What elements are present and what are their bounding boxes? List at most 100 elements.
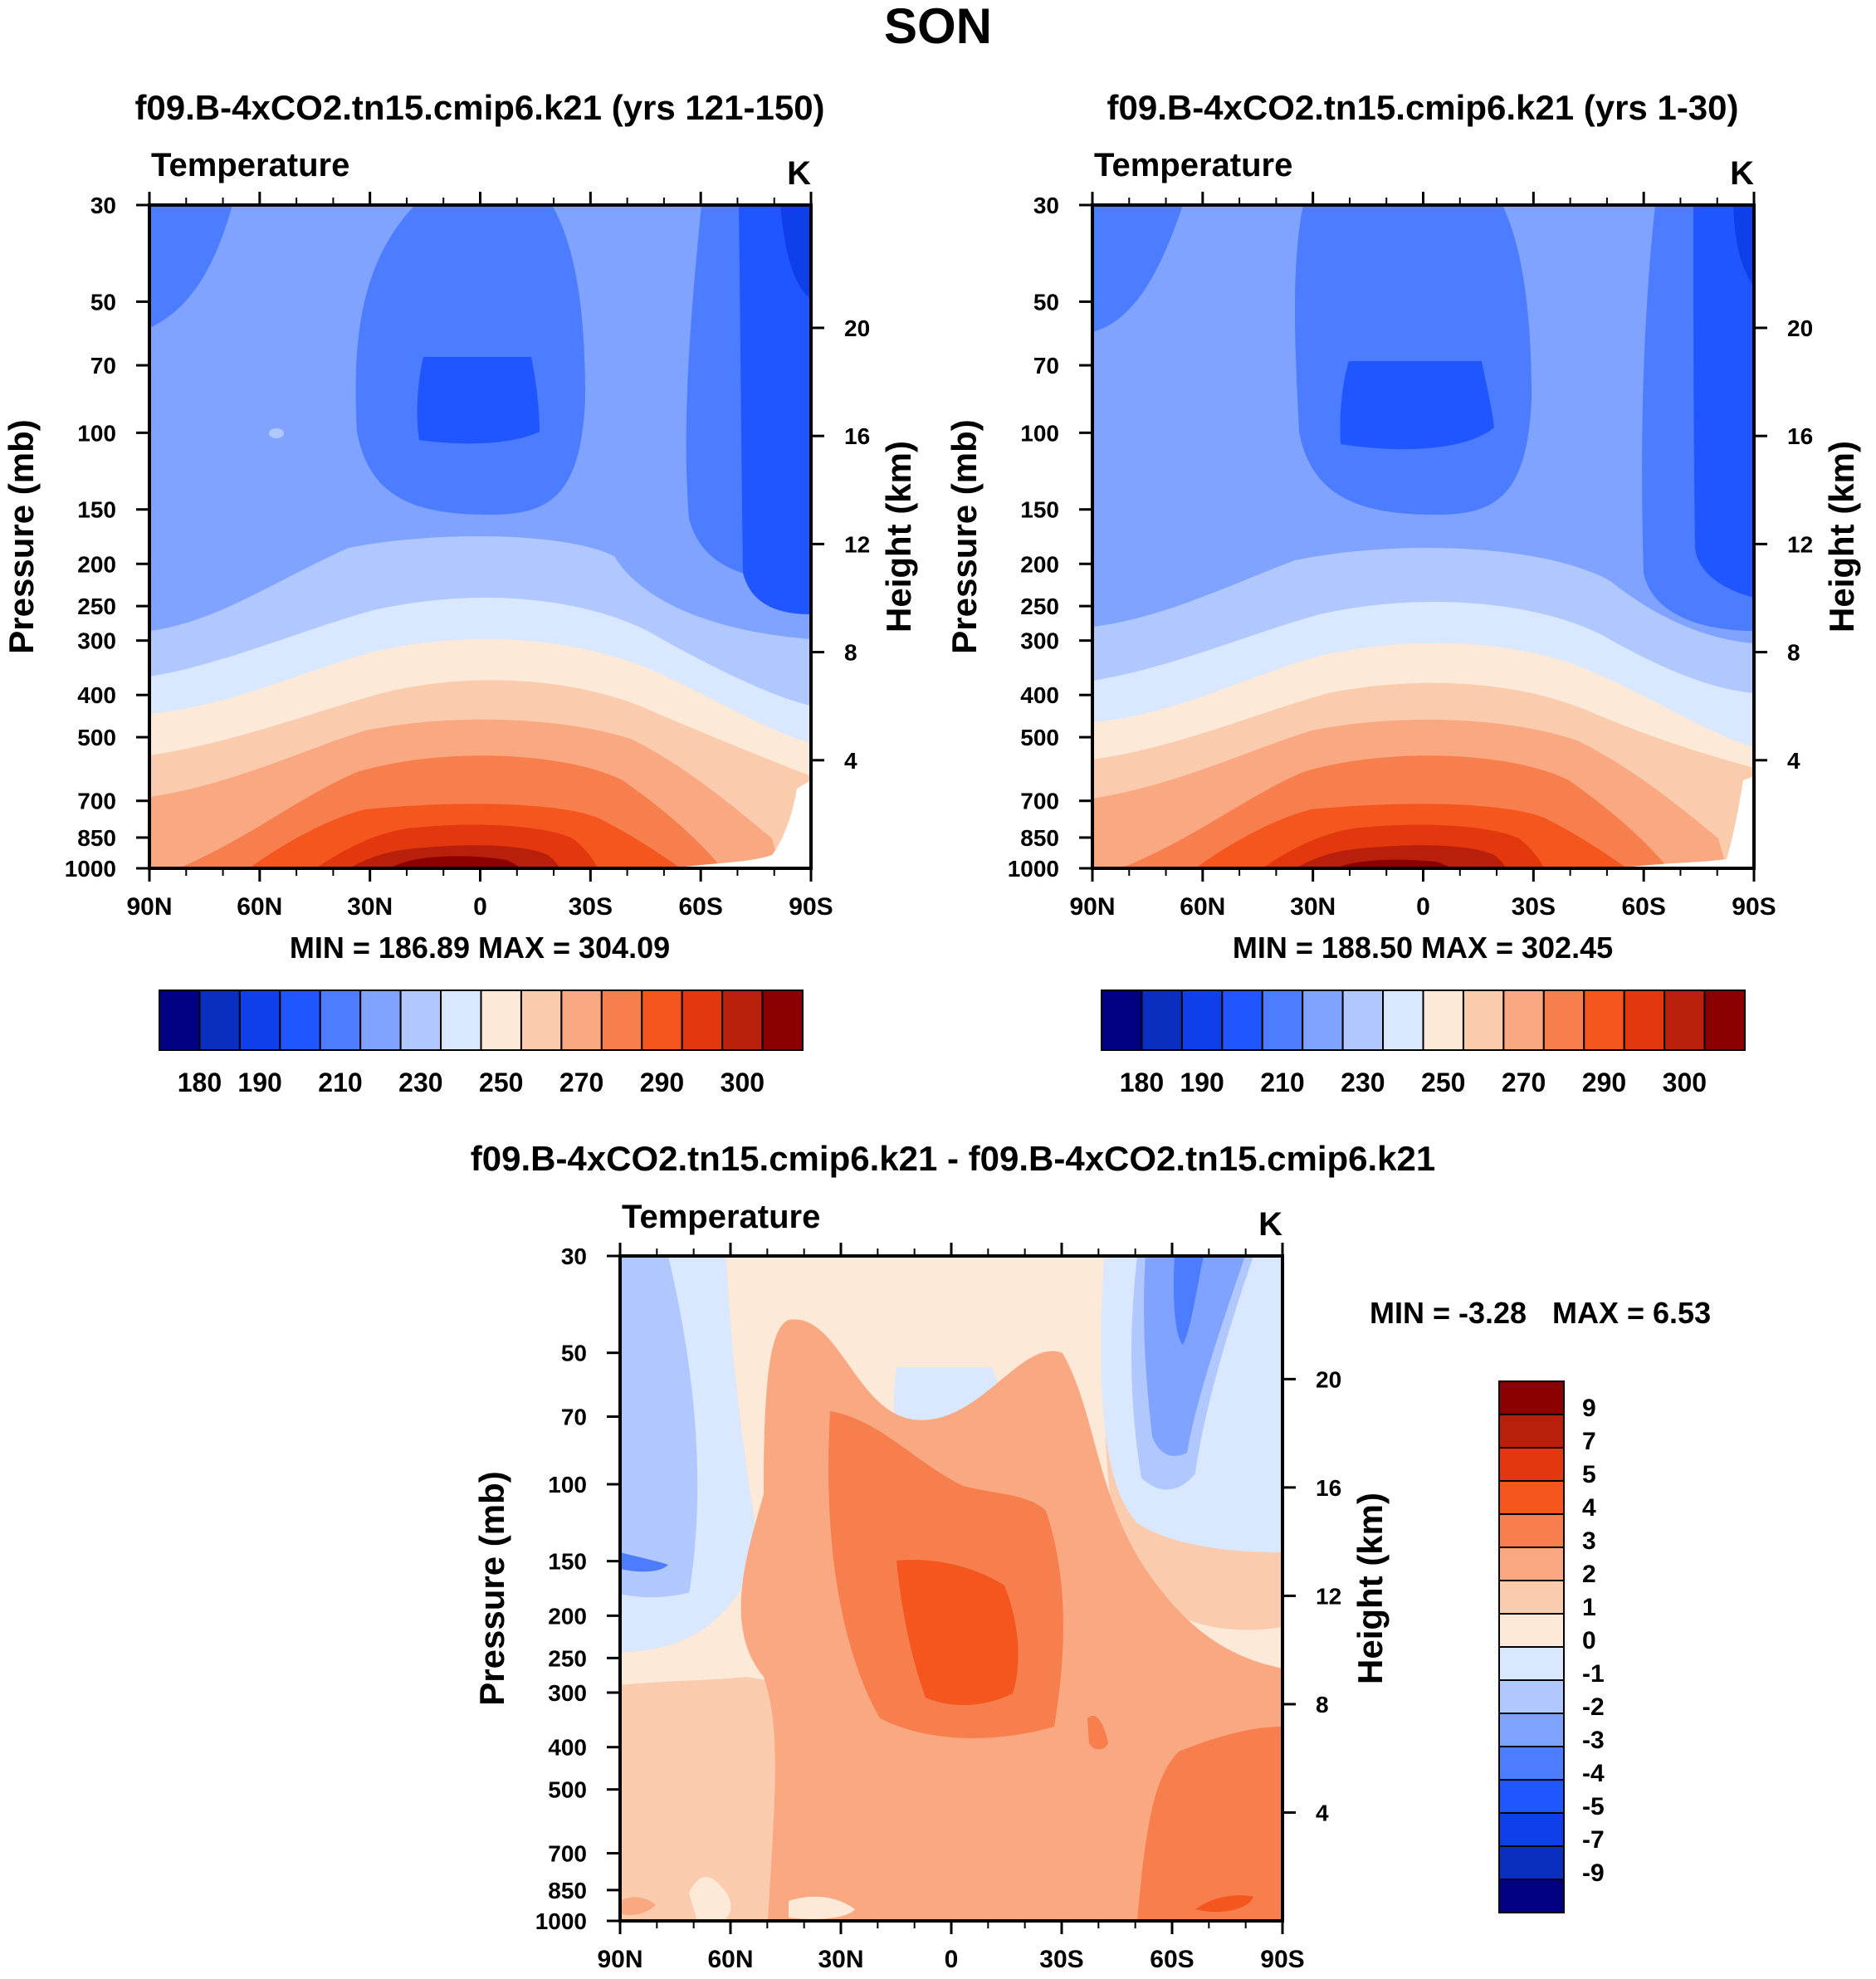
- y-tick-label: 700: [548, 1841, 587, 1867]
- contour-band: [1137, 1727, 1282, 1921]
- colorbar-box: [1498, 1380, 1565, 1415]
- contour-band: [668, 1256, 760, 1594]
- y2-axis-label: Height (km): [879, 441, 918, 633]
- colorbar-box: [1341, 990, 1385, 1051]
- contour-band: [1173, 1256, 1204, 1345]
- y-tick-label: 300: [1020, 628, 1059, 654]
- colorbar-label: 190: [237, 1068, 281, 1097]
- contour-band: [390, 856, 521, 868]
- stats-max: MAX = 6.53: [1552, 1296, 1711, 1330]
- x-tick-label: 30N: [1290, 893, 1336, 921]
- y-tick-label: 700: [77, 789, 116, 814]
- contour-field: [149, 205, 811, 868]
- x-tick-label: 60N: [237, 893, 282, 921]
- height-tick-label: 8: [1316, 1692, 1329, 1718]
- y-tick-label: 50: [1033, 289, 1059, 315]
- contour-band: [689, 1877, 731, 1921]
- right-string: K: [787, 155, 811, 192]
- colorbar-box: [198, 990, 241, 1051]
- colorbar-box: [1502, 990, 1545, 1051]
- height-tick-label: 20: [844, 315, 870, 341]
- colorbar-box: [1498, 1580, 1565, 1615]
- axes: 90N 60N 30N 0 30S 60S 90S 30 50 70 100 150 200 250 300…: [472, 1243, 1390, 1973]
- colorbar-box: [279, 990, 321, 1051]
- y-tick-label: 50: [90, 289, 116, 315]
- y-tick-label: 500: [1020, 725, 1059, 750]
- y-tick-label: 200: [548, 1603, 587, 1629]
- contour-band: [1295, 205, 1532, 515]
- y-tick-label: 400: [1020, 682, 1059, 708]
- y-tick-label: 250: [77, 594, 116, 619]
- contour-band: [149, 205, 232, 328]
- colorbar-box: [1498, 1713, 1565, 1747]
- left-string: Temperature: [151, 147, 349, 183]
- colorbar-box: [1498, 1679, 1565, 1714]
- y-axis-label: Pressure (mb): [472, 1471, 511, 1705]
- height-tick-label: 4: [844, 748, 857, 774]
- height-tick-label: 12: [1316, 1583, 1341, 1609]
- left-string: Temperature: [1094, 147, 1292, 183]
- height-tick-label: 4: [1787, 748, 1800, 774]
- contour-band: [1336, 859, 1451, 868]
- colorbar-box: [440, 990, 482, 1051]
- colorbar-label: 190: [1180, 1068, 1224, 1097]
- x-tick-label: 90N: [597, 1946, 642, 1973]
- y-tick-label: 30: [1033, 193, 1059, 218]
- colorbar-label: 180: [178, 1068, 222, 1097]
- colorbar-box: [159, 990, 201, 1051]
- contour-band: [620, 1552, 760, 1652]
- x-tick-label: 90N: [1069, 893, 1115, 921]
- contour-band: [780, 205, 811, 299]
- colorbar-label: 300: [721, 1068, 765, 1097]
- contour-field: [620, 1256, 1282, 1921]
- height-tick-label: 4: [1316, 1800, 1329, 1825]
- height-tick-label: 16: [844, 423, 870, 449]
- height-tick-label: 12: [844, 531, 870, 557]
- colorbar-label: -7: [1582, 1826, 1605, 1854]
- panel-control: f09.B-4xCO2.tn15.cmip6.k21 (yrs 1-30) Te…: [945, 88, 1861, 1097]
- colorbar-label: 5: [1582, 1461, 1596, 1488]
- colorbar-label: -1: [1582, 1660, 1605, 1688]
- y-tick-label: 850: [77, 825, 116, 851]
- stats-min: MIN = -3.28: [1370, 1296, 1527, 1330]
- x-tick-label: 0: [1416, 893, 1430, 921]
- contour-band: [1693, 205, 1754, 598]
- y-tick-label: 150: [77, 497, 116, 523]
- height-tick-label: 20: [1787, 315, 1813, 341]
- colorbar-label: -4: [1582, 1760, 1605, 1787]
- y-tick-label: 100: [1020, 420, 1059, 446]
- x-tick-label: 90N: [126, 893, 172, 921]
- colorbar-box: [1703, 990, 1746, 1051]
- panel-difference: f09.B-4xCO2.tn15.cmip6.k21 - f09.B-4xCO2…: [471, 1139, 1711, 1973]
- colorbar-label: 4: [1582, 1494, 1596, 1522]
- colorbar-label: 180: [1120, 1068, 1164, 1097]
- y-tick-label: 70: [90, 353, 116, 379]
- colorbar-box: [1302, 990, 1344, 1051]
- colorbar-box: [681, 990, 724, 1051]
- height-tick-label: 16: [1316, 1475, 1341, 1501]
- x-tick-label: 30S: [1512, 893, 1556, 921]
- contour-band: [789, 1896, 855, 1919]
- colorbar-box: [1663, 990, 1706, 1051]
- colorbar-label: 0: [1582, 1627, 1596, 1654]
- x-tick-label: 60S: [678, 893, 722, 921]
- colorbar-box: [1498, 1746, 1565, 1781]
- colorbar-label: -3: [1582, 1727, 1605, 1754]
- y-tick-label: 400: [548, 1735, 587, 1761]
- colorbar-label: -2: [1582, 1693, 1605, 1721]
- x-tick-label: 30N: [818, 1946, 863, 1973]
- x-tick-label: 60S: [1621, 893, 1665, 921]
- y-tick-label: 250: [1020, 594, 1059, 619]
- contour-band: [672, 780, 811, 868]
- colorbar: 9 7 5 4 3 2 1 0 -1 -2 -3 -4 -5 -7 -9: [1498, 1380, 1605, 1913]
- right-string: K: [1730, 155, 1754, 192]
- axes: 90N 60N 30N 0 30S 60S 90S 30 50 70 100 150 200 250 300…: [945, 192, 1861, 921]
- x-tick-label: 90S: [1732, 893, 1776, 921]
- y-tick-label: 1000: [65, 856, 116, 882]
- y-tick-label: 30: [90, 193, 116, 218]
- height-tick-label: 16: [1787, 423, 1813, 449]
- contour-band: [620, 1552, 668, 1572]
- colorbar-box: [1498, 1845, 1565, 1880]
- y-tick-label: 1000: [1008, 856, 1059, 882]
- panel-test: f09.B-4xCO2.tn15.cmip6.k21 (yrs 121-150)…: [2, 88, 918, 1097]
